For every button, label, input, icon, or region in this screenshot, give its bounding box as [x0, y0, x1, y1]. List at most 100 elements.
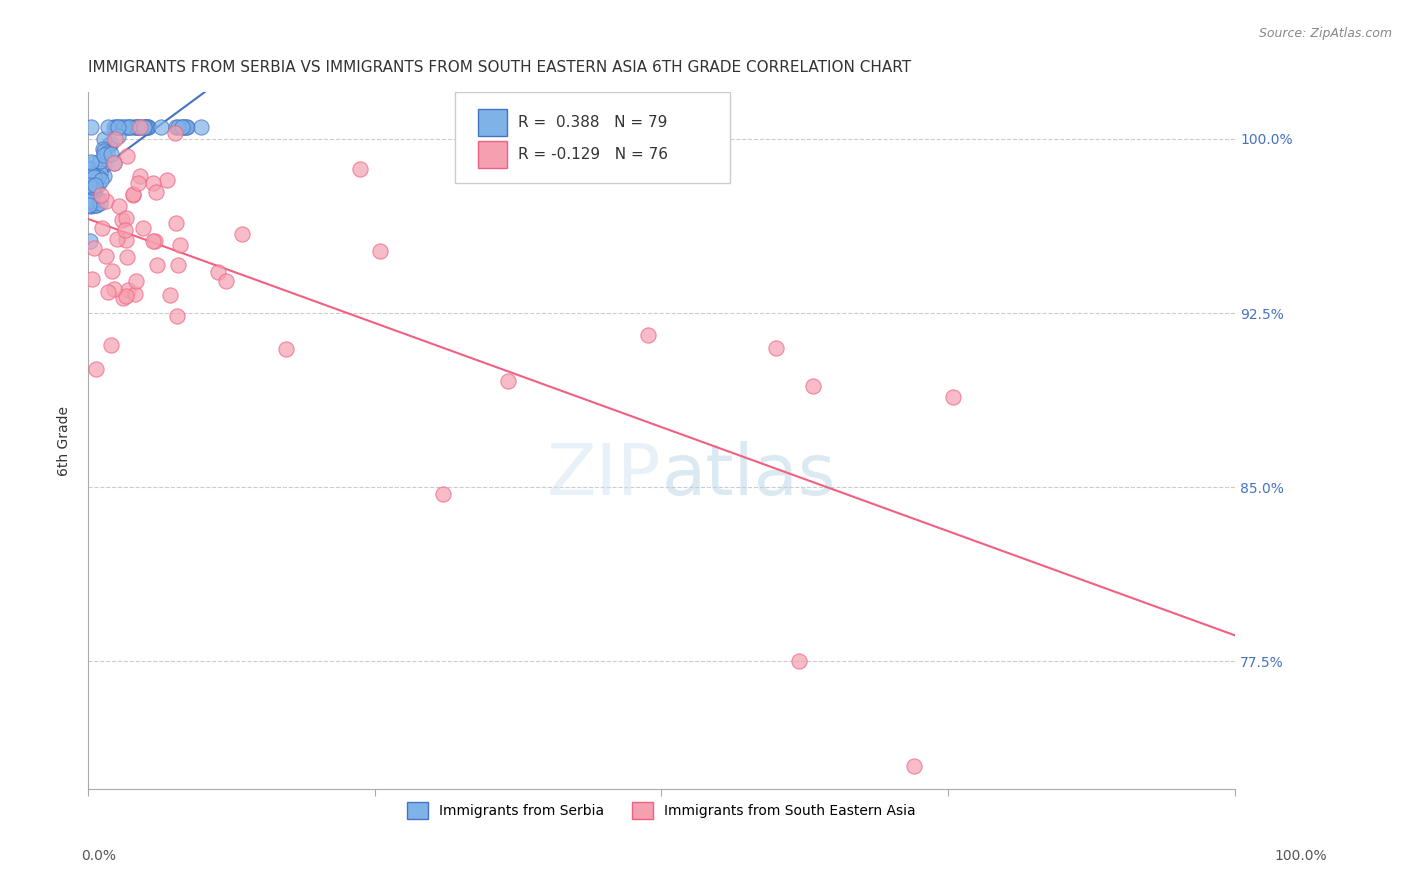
Point: [124, 287, 146, 301]
Point: [77, 178, 100, 193]
Point: [80, 184, 103, 198]
Point: [94, 249, 117, 263]
Point: [125, 120, 148, 135]
Point: [115, 250, 138, 264]
Point: [115, 120, 138, 135]
Text: R = -0.129   N = 76: R = -0.129 N = 76: [517, 147, 668, 162]
Point: [89, 166, 111, 180]
Point: [105, 232, 128, 246]
Point: [145, 186, 167, 200]
Point: [118, 120, 141, 135]
Point: [169, 237, 191, 252]
Text: atlas: atlas: [661, 442, 835, 510]
Point: [156, 173, 179, 187]
Y-axis label: 6th Grade: 6th Grade: [58, 406, 72, 475]
Point: [93, 132, 115, 146]
Point: [122, 188, 145, 202]
Point: [90, 159, 112, 173]
Point: [77, 169, 100, 183]
Point: [129, 120, 152, 135]
Point: [80, 173, 103, 187]
Point: [90, 173, 112, 187]
Point: [349, 162, 371, 177]
Point: [170, 120, 193, 135]
Point: [165, 126, 187, 140]
Point: [104, 132, 127, 146]
Point: [111, 291, 134, 305]
Point: [97, 285, 120, 300]
Point: [121, 120, 143, 135]
Text: Source: ZipAtlas.com: Source: ZipAtlas.com: [1258, 27, 1392, 40]
Point: [107, 129, 129, 144]
Point: [80, 199, 103, 213]
Point: [215, 275, 238, 289]
Point: [80, 176, 103, 190]
Point: [190, 120, 212, 135]
Point: [173, 120, 195, 135]
Point: [83, 178, 105, 193]
Point: [787, 655, 810, 669]
Point: [143, 234, 166, 248]
Point: [87, 178, 110, 193]
Point: [125, 120, 148, 135]
Text: 0.0%: 0.0%: [82, 849, 115, 863]
Point: [135, 120, 157, 135]
Point: [166, 309, 188, 323]
Point: [801, 379, 824, 393]
Point: [132, 120, 155, 135]
Point: [80, 198, 103, 212]
Point: [80, 155, 103, 169]
Point: [166, 258, 188, 272]
Point: [231, 227, 253, 241]
Point: [77, 165, 100, 179]
Point: [174, 120, 197, 135]
Point: [103, 282, 125, 296]
Point: [83, 169, 105, 184]
FancyBboxPatch shape: [478, 109, 506, 136]
Point: [80, 180, 103, 194]
Point: [79, 192, 101, 206]
Point: [89, 195, 111, 210]
Point: [103, 156, 125, 170]
Point: [136, 120, 159, 135]
Point: [77, 161, 100, 176]
Point: [118, 120, 141, 135]
Point: [115, 211, 138, 225]
Point: [93, 158, 115, 172]
Point: [98, 137, 121, 152]
Point: [136, 120, 159, 135]
Point: [107, 199, 129, 213]
Point: [83, 178, 105, 192]
Point: [84, 362, 107, 376]
Point: [128, 120, 150, 135]
Point: [100, 136, 122, 150]
Point: [496, 374, 519, 388]
Point: [94, 194, 117, 208]
Point: [101, 263, 124, 277]
Point: [368, 244, 391, 258]
Point: [79, 198, 101, 212]
Point: [942, 390, 965, 404]
Point: [90, 221, 112, 235]
Point: [165, 216, 187, 230]
Point: [96, 145, 118, 160]
Point: [159, 287, 181, 301]
Point: [115, 149, 138, 163]
Point: [89, 153, 111, 168]
Point: [90, 187, 112, 202]
Point: [103, 155, 125, 169]
Point: [125, 120, 148, 135]
Point: [83, 241, 105, 255]
Point: [82, 169, 104, 183]
Point: [83, 181, 105, 195]
Point: [115, 289, 138, 303]
Point: [97, 120, 120, 135]
Point: [142, 234, 165, 248]
Point: [111, 120, 134, 135]
Point: [122, 186, 145, 201]
Point: [77, 171, 100, 186]
Point: [107, 120, 129, 135]
Point: [125, 274, 148, 288]
Point: [432, 487, 454, 501]
Point: [80, 272, 103, 286]
